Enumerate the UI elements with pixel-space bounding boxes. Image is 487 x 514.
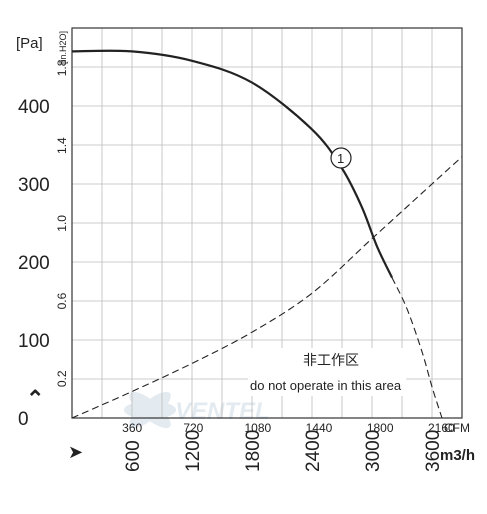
x-tick-m3h: 3000 [363,430,384,472]
y-axis-inh2o-ticks: 0.2 0.6 1.0 1.4 1.8 [55,59,69,387]
x-tick-m3h: 1200 [183,430,204,472]
y-tick-inh2o: 1.0 [55,215,69,232]
curves [71,49,463,419]
fan-curve-1-extension [391,277,443,419]
x-tick-cfm: 360 [122,421,142,435]
x-tick-cfm: 720 [183,421,203,435]
y-axis-pa-ticks: 0 100 200 300 400 [18,97,50,430]
curve-1-marker [330,147,352,169]
system-resistance-curve [71,156,463,419]
x-axis-m3h-ticks: 600 1200 1800 2400 3000 3600 [123,430,444,472]
x-tick-m3h: 1800 [243,430,264,472]
x-unit-m3h: m3/h [440,447,475,464]
y-tick-pa: 400 [18,97,50,118]
x-tick-cfm: 2160 [428,421,455,435]
fan-curve-1 [71,49,393,279]
y-tick-inh2o: 1.4 [55,137,69,154]
x-tick-m3h: 600 [123,440,144,472]
up-arrow-icon: ⌃ [26,386,44,411]
x-tick-cfm: 1440 [306,421,333,435]
y-tick-inh2o: 1.8 [55,59,69,76]
y-unit-pa: [Pa] [16,35,43,52]
y-tick-inh2o: 0.6 [55,292,69,309]
x-tick-cfm: 1080 [244,421,271,435]
right-arrow-icon: ➤ [68,442,83,462]
y-tick-pa: 0 [18,409,29,430]
y-tick-pa: 100 [18,331,50,352]
x-tick-cfm: 1800 [367,421,394,435]
y-tick-inh2o: 0.2 [55,370,69,387]
x-tick-m3h: 3600 [423,430,444,472]
y-unit-inh2o: [in.H2O] [58,31,68,64]
annotation-chinese: 非工作区 [303,352,359,368]
x-tick-m3h: 2400 [303,430,324,472]
plot-frame [71,27,463,419]
annotation-bg [248,348,406,396]
x-axis-cfm-ticks: 360 720 1080 1440 1800 2160 [122,421,455,435]
y-tick-pa: 200 [18,253,50,274]
y-tick-pa: 300 [18,175,50,196]
annotation-english: do not operate in this area [250,378,402,393]
x-unit-cfm: CFM [444,421,470,435]
curve-1-label: 1 [337,151,344,166]
